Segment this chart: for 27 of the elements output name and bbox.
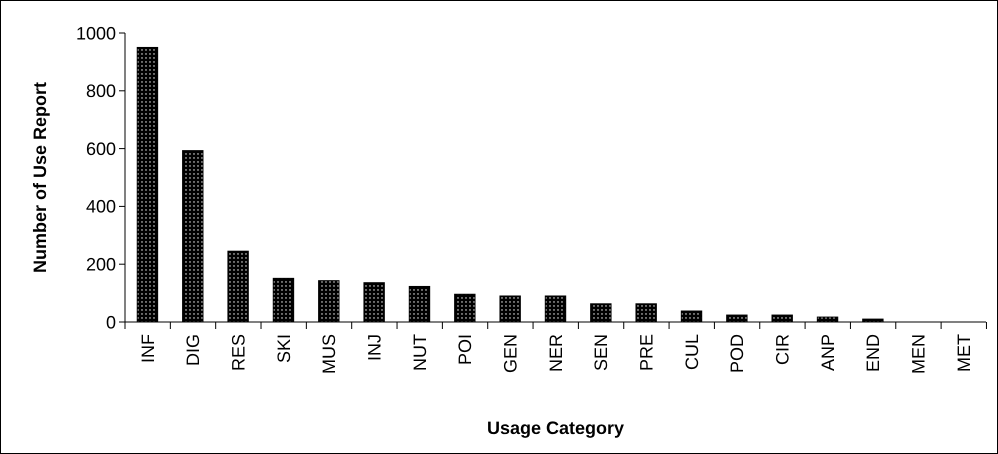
x-tick-label: CUL (682, 334, 702, 370)
x-tick-label: MUS (319, 334, 340, 374)
x-tick-label: PRE (636, 334, 656, 372)
y-tick-label: 800 (86, 81, 116, 102)
x-tick-label: POI (455, 334, 476, 366)
x-tick-label: SKI (274, 334, 294, 364)
x-tick-label: ANP (818, 334, 838, 372)
y-tick-label: 600 (86, 138, 116, 159)
x-tick-label: END (863, 334, 884, 372)
x-tick-label: INF (138, 334, 158, 363)
x-tick-label: MEN (908, 334, 929, 374)
x-tick-label: NUT (410, 334, 430, 371)
x-tick-label: CIR (772, 334, 792, 365)
x-axis-title: Usage Category (486, 418, 624, 438)
x-tick-label: RES (228, 334, 248, 372)
x-tick-label: GEN (500, 334, 520, 374)
x-tick-label: INJ (364, 334, 384, 361)
y-tick-label: 400 (86, 196, 116, 217)
x-tick-label: MET (954, 334, 974, 372)
y-tick-label: 200 (86, 254, 116, 274)
y-axis-title: Number of Use Report (30, 82, 50, 274)
y-tick-label: 1000 (76, 23, 116, 44)
x-tick-label: SEN (591, 334, 612, 372)
x-tick-label: POD (727, 334, 748, 374)
y-tick-label: 0 (106, 312, 116, 332)
x-tick-label: DIG (183, 334, 204, 366)
x-tick-label: NER (546, 334, 566, 372)
